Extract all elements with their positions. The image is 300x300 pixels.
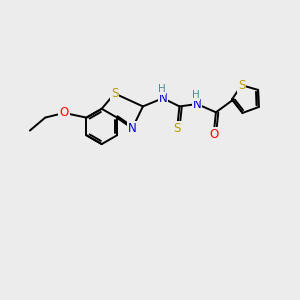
Text: N: N	[128, 122, 137, 135]
Text: O: O	[209, 128, 218, 141]
Text: S: S	[238, 79, 245, 92]
Text: H: H	[192, 90, 200, 100]
Text: O: O	[59, 106, 69, 119]
Text: N: N	[193, 98, 202, 111]
Text: S: S	[173, 122, 181, 135]
Text: N: N	[159, 92, 167, 105]
Text: S: S	[111, 87, 118, 100]
Text: H: H	[158, 84, 166, 94]
